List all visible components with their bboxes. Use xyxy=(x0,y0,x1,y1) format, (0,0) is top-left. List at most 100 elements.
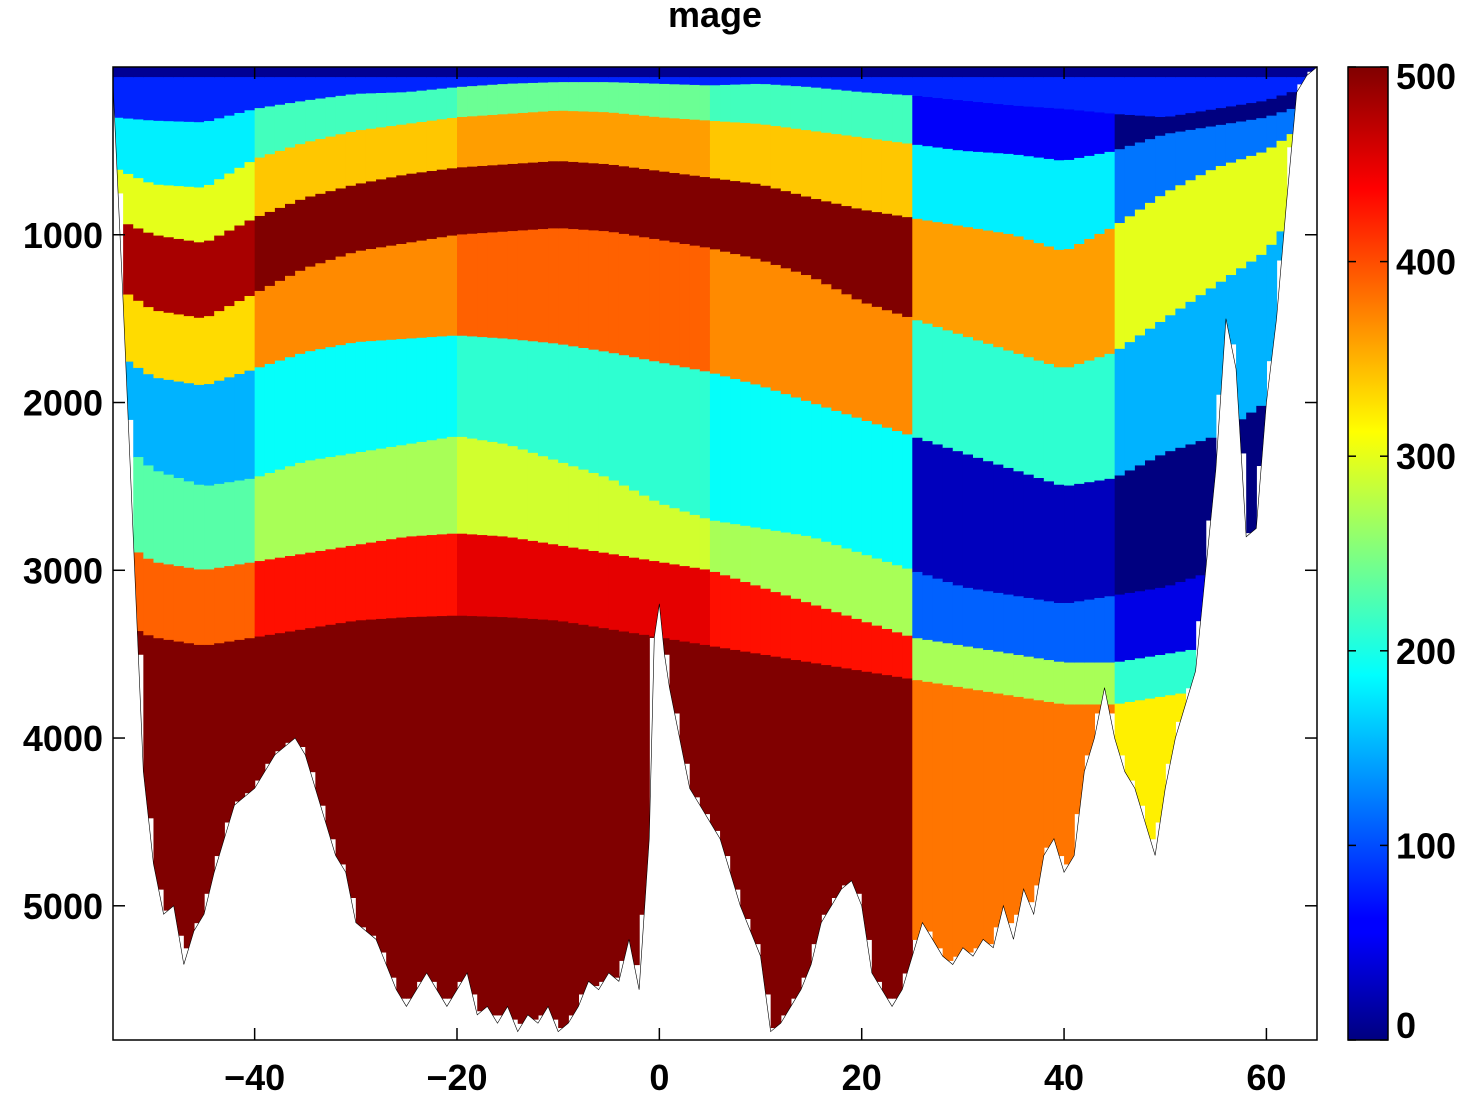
heatmap-cell xyxy=(881,427,893,563)
heatmap-cell xyxy=(1064,109,1075,161)
plot-area xyxy=(113,67,1317,1040)
heatmap-cell xyxy=(1155,455,1166,589)
heatmap-cell xyxy=(1074,662,1085,706)
heatmap-cell xyxy=(608,232,620,354)
heatmap-cell xyxy=(285,275,296,358)
heatmap-cell xyxy=(892,77,903,96)
heatmap-cell xyxy=(750,527,762,586)
heatmap-cell xyxy=(1256,101,1268,119)
heatmap-cell xyxy=(173,641,185,936)
heatmap-cell xyxy=(1134,209,1146,337)
heatmap-cell xyxy=(598,628,610,982)
heatmap-cell xyxy=(922,441,934,576)
heatmap-cell xyxy=(1104,596,1116,664)
heatmap-cell xyxy=(224,566,236,643)
heatmap-cell xyxy=(973,228,984,342)
heatmap-cell xyxy=(831,666,843,899)
heatmap-cell xyxy=(183,383,195,482)
heatmap-cell xyxy=(264,106,276,155)
heatmap-cell xyxy=(912,680,924,940)
heatmap-cell xyxy=(457,116,468,168)
heatmap-cell xyxy=(709,85,721,122)
heatmap-cell xyxy=(780,77,792,87)
heatmap-cell xyxy=(123,361,134,420)
heatmap-cell xyxy=(214,67,225,78)
heatmap-cell xyxy=(598,476,610,554)
heatmap-cell xyxy=(659,67,671,78)
heatmap-cell xyxy=(436,169,448,238)
heatmap-cell xyxy=(1094,233,1106,358)
heatmap-cell xyxy=(1276,140,1288,232)
heatmap-cell xyxy=(527,77,539,84)
heatmap-cell xyxy=(193,187,205,243)
heatmap-cell xyxy=(881,140,893,215)
heatmap-cell xyxy=(355,77,367,95)
heatmap-cell xyxy=(1084,482,1096,601)
heatmap-cell xyxy=(426,171,438,240)
heatmap-cell xyxy=(770,84,782,127)
heatmap-cell xyxy=(881,310,893,429)
heatmap-cell xyxy=(1155,321,1166,456)
heatmap-cell xyxy=(973,67,984,78)
heatmap-cell xyxy=(892,215,903,315)
heatmap-cell xyxy=(1256,405,1268,467)
heatmap-cell xyxy=(1033,700,1045,886)
heatmap-cell xyxy=(295,77,306,102)
heatmap-cell xyxy=(750,123,762,185)
heatmap-cell xyxy=(649,83,660,118)
heatmap-cell xyxy=(558,161,569,229)
heatmap-cell xyxy=(527,341,539,454)
heatmap-cell xyxy=(1185,113,1197,131)
heatmap-cell xyxy=(285,357,296,467)
heatmap-cell xyxy=(973,151,984,230)
heatmap-cell xyxy=(811,77,822,89)
heatmap-cell xyxy=(922,220,934,325)
heatmap-cell xyxy=(365,450,377,544)
heatmap-cell xyxy=(507,446,519,539)
heatmap-cell xyxy=(689,77,701,86)
heatmap-cell xyxy=(720,648,731,857)
heatmap-cell xyxy=(274,469,286,559)
heatmap-cell xyxy=(355,93,367,131)
heatmap-cell xyxy=(588,550,600,628)
heatmap-cell xyxy=(912,638,924,681)
heatmap-cell xyxy=(841,135,853,207)
heatmap-cell xyxy=(1114,475,1126,596)
heatmap-cell xyxy=(973,340,984,459)
heatmap-cell xyxy=(406,617,418,999)
heatmap-cell xyxy=(578,469,590,550)
heatmap-cell xyxy=(1185,77,1197,114)
heatmap-cell xyxy=(973,102,984,153)
heatmap-cell xyxy=(659,117,671,173)
heatmap-cell xyxy=(244,562,256,639)
heatmap-cell xyxy=(305,99,316,142)
heatmap-cell xyxy=(527,112,539,164)
heatmap-cell xyxy=(274,207,286,282)
heatmap-cell xyxy=(345,131,357,187)
heatmap-cell xyxy=(477,616,488,1012)
heatmap-cell xyxy=(446,67,458,78)
heatmap-cell xyxy=(295,353,306,464)
heatmap-cell xyxy=(1074,157,1085,245)
heatmap-cell xyxy=(578,348,590,471)
heatmap-cell xyxy=(811,279,822,405)
heatmap-cell xyxy=(325,457,337,550)
heatmap-cell xyxy=(345,621,357,898)
heatmap-cell xyxy=(1013,67,1025,78)
heatmap-cell xyxy=(315,98,327,140)
heatmap-cell xyxy=(1023,239,1035,358)
heatmap-cell xyxy=(1145,202,1156,330)
heatmap-cell xyxy=(568,111,580,163)
heatmap-cell xyxy=(892,676,903,999)
heatmap-cell xyxy=(497,67,509,78)
heatmap-cell xyxy=(436,534,448,617)
heatmap-cell xyxy=(962,646,974,690)
heatmap-cell xyxy=(315,349,327,460)
heatmap-cell xyxy=(892,142,903,217)
heatmap-cell xyxy=(790,598,802,661)
heatmap-cell xyxy=(1256,118,1268,154)
heatmap-cell xyxy=(376,179,387,248)
heatmap-cell xyxy=(467,116,478,168)
heatmap-cell xyxy=(1023,474,1035,599)
heatmap-cell xyxy=(831,67,843,78)
